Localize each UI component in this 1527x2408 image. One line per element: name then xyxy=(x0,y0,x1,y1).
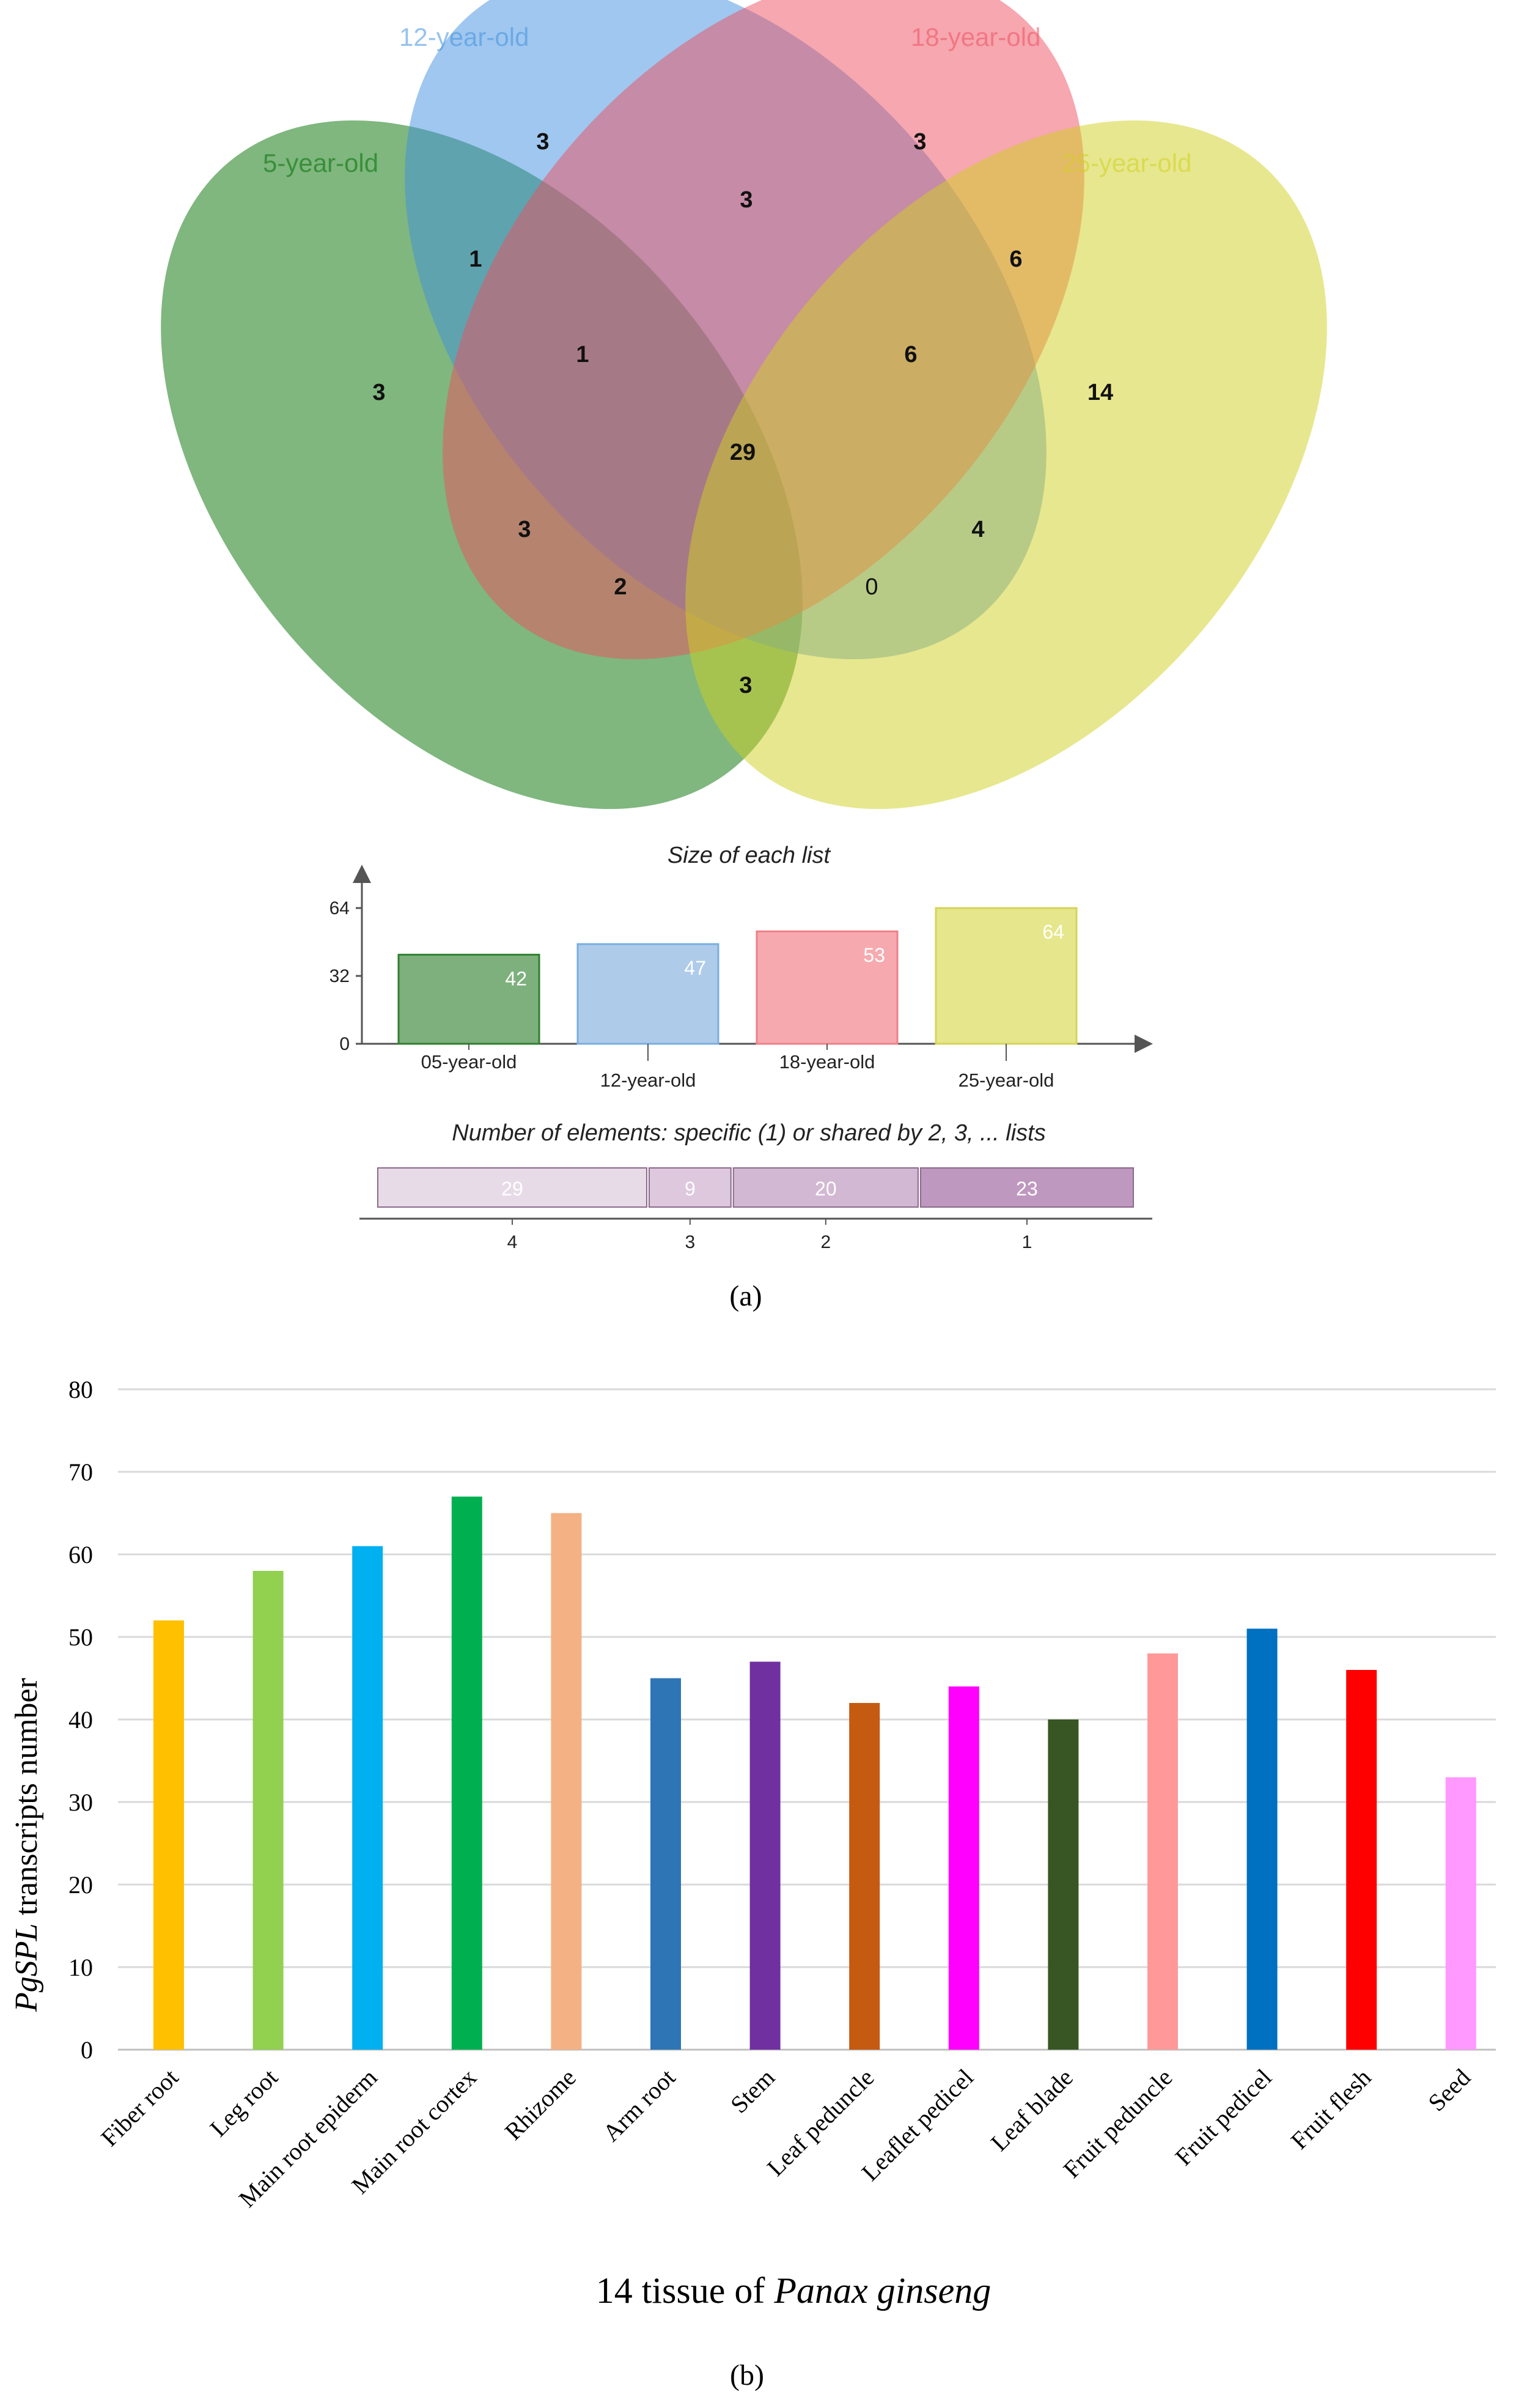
tissue-bar xyxy=(1147,1653,1178,2050)
shared-value-label: 20 xyxy=(815,1178,837,1200)
shared-bar-segment xyxy=(919,1167,1134,1208)
venn-region-count: 29 xyxy=(730,440,756,465)
shared-category-label: 1 xyxy=(1022,1232,1032,1252)
venn-region-count: 1 xyxy=(576,342,589,367)
list-size-chart: Size of each list 0 32 64 42 05-year-old 47 1… xyxy=(329,843,1153,1091)
y-tick-label: 50 xyxy=(68,1623,93,1651)
y-tick-label: 20 xyxy=(68,1871,93,1899)
list-size-chart-title: Size of each list xyxy=(668,843,831,868)
shared-category-label: 2 xyxy=(820,1232,831,1252)
x-tick-label: Leaf blade xyxy=(985,2064,1078,2157)
tissue-bar xyxy=(948,1686,979,2050)
venn-region-count: 3 xyxy=(913,129,926,155)
y-tick-label: 64 xyxy=(329,898,350,918)
tissue-bar xyxy=(352,1546,383,2050)
shared-value-label: 9 xyxy=(685,1178,696,1200)
tissue-bar xyxy=(1445,1777,1476,2050)
venn-region-count: 2 xyxy=(614,574,627,600)
venn-set-label: 25-year-old xyxy=(1062,149,1191,177)
x-tick-label: Arm root xyxy=(597,2064,680,2147)
tissue-bar xyxy=(551,1513,582,2050)
tissue-bar xyxy=(451,1496,482,2050)
x-axis-title: 14 tissue of Panax ginseng xyxy=(596,2270,992,2311)
venn-region-count: 6 xyxy=(1009,246,1022,272)
x-tick-label: Fiber root xyxy=(95,2064,183,2152)
tissue-bar xyxy=(849,1703,880,2050)
tissue-bar xyxy=(1246,1628,1278,2050)
x-tick-label: 25-year-old xyxy=(959,1069,1054,1091)
list-size-bar xyxy=(935,907,1078,1045)
list-size-bar xyxy=(756,930,899,1045)
venn-region-count: 1 xyxy=(469,246,482,272)
y-tick-label: 32 xyxy=(329,966,350,986)
x-tick-label: 18-year-old xyxy=(779,1051,875,1073)
y-tick-label: 60 xyxy=(68,1541,93,1568)
venn-diagram: 5-year-old 12-year-old 18-year-old 25-year-… xyxy=(161,0,1327,810)
x-tick-label: Fruit pedicel xyxy=(1169,2064,1277,2171)
venn-region-count: 6 xyxy=(904,342,917,367)
list-size-bar xyxy=(576,943,719,1045)
x-tick-label: Leg root xyxy=(205,2064,283,2142)
venn-region-count: 0 xyxy=(865,574,878,600)
list-size-value-label: 42 xyxy=(505,967,527,989)
venn-region-count: 4 xyxy=(971,517,984,542)
shared-bar-segment xyxy=(377,1167,647,1208)
venn-region-count: 14 xyxy=(1087,380,1113,405)
shared-value-label: 29 xyxy=(501,1178,523,1200)
x-tick-label: 12-year-old xyxy=(600,1069,696,1091)
list-size-value-label: 53 xyxy=(863,944,885,966)
tissue-bar xyxy=(153,1620,184,2050)
x-tick-label: Rhizome xyxy=(499,2064,581,2146)
y-tick-label: 70 xyxy=(68,1458,93,1486)
venn-region-count: 3 xyxy=(740,187,752,213)
x-tick-label: Seed xyxy=(1422,2064,1476,2117)
y-tick-label: 10 xyxy=(68,1954,93,1981)
panel-a-label: (a) xyxy=(729,1280,762,1312)
tissue-bar xyxy=(1346,1670,1377,2050)
venn-set-25-year-old xyxy=(685,120,1327,810)
venn-region-count: 3 xyxy=(518,517,531,542)
y-tick-label: 30 xyxy=(68,1789,93,1816)
tissue-bar xyxy=(1048,1719,1079,2050)
list-size-value-label: 64 xyxy=(1042,921,1064,943)
x-tick-label: 05-year-old xyxy=(421,1051,517,1073)
venn-set-label: 12-year-old xyxy=(399,23,529,51)
shared-category-label: 4 xyxy=(507,1232,518,1252)
y-axis-title: PgSPL transcripts number xyxy=(9,1678,44,2012)
tissue-bar xyxy=(749,1661,781,2050)
tissue-bar xyxy=(252,1571,284,2050)
tissue-bar xyxy=(650,1678,681,2050)
list-size-bar xyxy=(397,953,540,1045)
shared-category-label: 3 xyxy=(685,1232,695,1252)
y-tick-label: 0 xyxy=(81,2036,93,2064)
venn-region-count: 3 xyxy=(536,129,549,155)
y-tick-label: 40 xyxy=(68,1706,93,1734)
shared-value-label: 23 xyxy=(1016,1178,1038,1200)
y-tick-label: 0 xyxy=(339,1034,350,1054)
venn-region-count: 3 xyxy=(739,673,752,698)
list-size-value-label: 47 xyxy=(684,957,706,979)
shared-bar-segment xyxy=(648,1167,732,1208)
shared-elements-chart-title: Number of elements: specific (1) or shar… xyxy=(452,1120,1046,1146)
x-tick-label: Stem xyxy=(725,2064,780,2119)
shared-bar-segment xyxy=(732,1167,919,1208)
venn-region-count: 3 xyxy=(372,380,385,405)
x-tick-label: Fruit flesh xyxy=(1286,2064,1377,2155)
y-tick-label: 80 xyxy=(68,1376,93,1403)
panel-b-label: (b) xyxy=(730,2359,764,2391)
venn-set-label: 18-year-old xyxy=(911,23,1040,51)
venn-set-label: 5-year-old xyxy=(263,149,378,177)
shared-elements-chart: Number of elements: specific (1) or shar… xyxy=(359,1120,1152,1252)
